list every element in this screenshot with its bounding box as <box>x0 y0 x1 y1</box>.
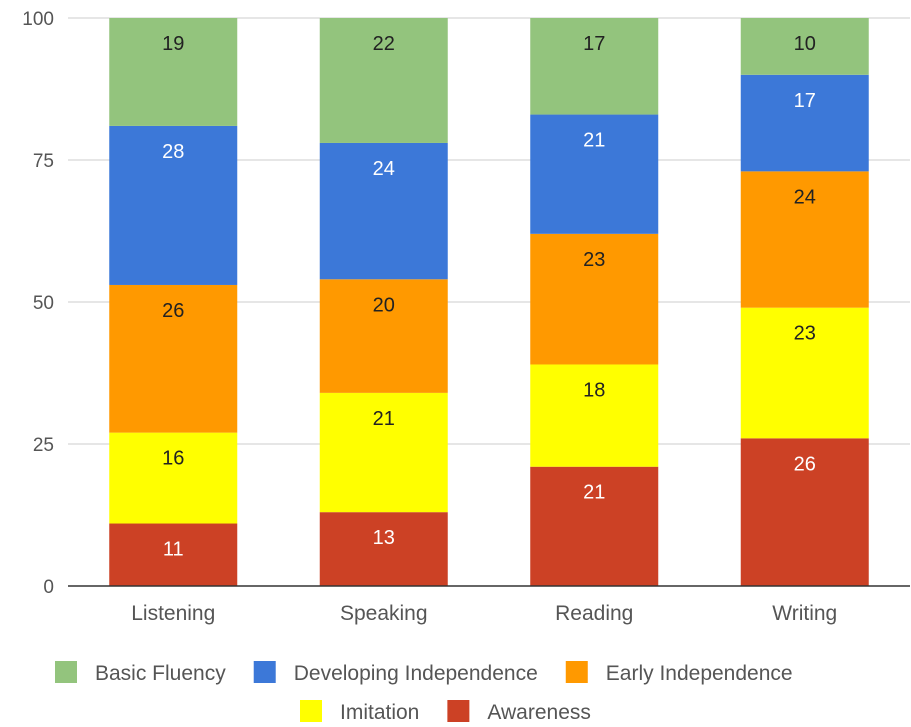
legend-item-imitation: Imitation <box>300 700 419 724</box>
bar-listening-awareness <box>109 523 238 586</box>
legend-swatch-basic-fluency <box>55 661 77 683</box>
legend-swatch-awareness <box>447 700 470 722</box>
y-tick-label-0: 0 <box>43 577 54 598</box>
y-axis-ticks: 0 25 50 75 100 <box>22 9 54 598</box>
legend: Basic Fluency Developing Independence Earl… <box>55 661 793 724</box>
data-label-writing-awareness: 26 <box>794 453 816 475</box>
legend-label-developing-independence: Developing Independence <box>294 662 538 685</box>
bar-reading-imitation <box>530 364 659 467</box>
bars: 11 16 26 28 19 13 21 20 24 22 21 18 23 21 17 26 23 24 17 10 <box>109 18 869 586</box>
y-tick-label-75: 75 <box>33 151 54 172</box>
bar-stack-writing: 26 23 24 17 10 <box>740 18 869 586</box>
bar-speaking-awareness <box>319 512 448 586</box>
bar-speaking-imitation <box>319 392 448 513</box>
bar-reading-awareness <box>530 466 659 586</box>
data-label-listening-awareness: 11 <box>163 539 184 561</box>
data-label-speaking-imitation: 21 <box>373 408 395 430</box>
legend-item-awareness: Awareness <box>447 700 591 724</box>
bar-writing-imitation <box>740 307 869 439</box>
bar-reading-basic-fluency <box>530 18 659 115</box>
y-tick-label-100: 100 <box>22 9 54 30</box>
bar-writing-early-independence <box>740 171 869 308</box>
bar-writing-basic-fluency <box>740 18 869 75</box>
x-tick-label-reading: Reading <box>555 602 633 625</box>
bar-speaking-early-independence <box>319 279 448 393</box>
data-label-listening-basic-fluency: 19 <box>162 33 184 55</box>
legend-label-imitation: Imitation <box>340 701 419 724</box>
bar-stack-speaking: 13 21 20 24 22 <box>319 18 448 586</box>
x-axis: Listening Speaking Reading Writing <box>68 585 910 625</box>
legend-item-developing-independence: Developing Independence <box>253 661 538 685</box>
data-label-listening-early-independence: 26 <box>162 300 184 322</box>
x-tick-label-writing: Writing <box>772 602 837 625</box>
bar-reading-developing-independence <box>530 114 659 234</box>
data-label-writing-basic-fluency: 10 <box>794 33 816 55</box>
x-tick-label-speaking: Speaking <box>340 602 428 625</box>
bar-speaking-basic-fluency <box>319 18 448 143</box>
data-label-reading-awareness: 21 <box>583 482 605 504</box>
bar-speaking-developing-independence <box>319 142 448 280</box>
data-label-reading-basic-fluency: 17 <box>583 33 605 55</box>
legend-label-basic-fluency: Basic Fluency <box>95 662 226 685</box>
x-tick-label-listening: Listening <box>131 602 215 625</box>
data-label-speaking-developing-independence: 24 <box>373 158 395 180</box>
data-label-listening-imitation: 16 <box>162 448 184 470</box>
bar-listening-basic-fluency <box>109 18 238 126</box>
legend-item-basic-fluency: Basic Fluency <box>55 661 226 685</box>
data-label-listening-developing-independence: 28 <box>162 141 184 163</box>
data-label-writing-developing-independence: 17 <box>794 90 816 112</box>
legend-label-early-independence: Early Independence <box>606 662 793 685</box>
legend-label-awareness: Awareness <box>487 701 591 724</box>
bar-writing-awareness <box>740 438 869 586</box>
bar-listening-developing-independence <box>109 125 238 285</box>
bar-stack-listening: 11 16 26 28 19 <box>109 18 238 586</box>
legend-swatch-developing-independence <box>253 661 276 683</box>
data-label-speaking-early-independence: 20 <box>373 294 395 316</box>
bar-writing-developing-independence <box>740 74 869 172</box>
data-label-writing-imitation: 23 <box>794 323 816 345</box>
bar-reading-early-independence <box>530 233 659 365</box>
data-label-writing-early-independence: 24 <box>794 186 816 208</box>
data-label-speaking-basic-fluency: 22 <box>373 33 395 55</box>
y-tick-label-50: 50 <box>33 293 54 314</box>
data-label-speaking-awareness: 13 <box>373 527 395 549</box>
data-label-reading-imitation: 18 <box>583 379 605 401</box>
y-tick-label-25: 25 <box>33 435 54 456</box>
bar-listening-imitation <box>109 432 238 524</box>
legend-item-early-independence: Early Independence <box>565 661 793 685</box>
data-label-reading-developing-independence: 21 <box>583 130 605 152</box>
bar-stack-reading: 21 18 23 21 17 <box>530 18 659 586</box>
bar-listening-early-independence <box>109 284 238 433</box>
legend-swatch-early-independence <box>565 661 588 683</box>
legend-swatch-imitation <box>300 700 322 722</box>
data-label-reading-early-independence: 23 <box>583 249 605 271</box>
